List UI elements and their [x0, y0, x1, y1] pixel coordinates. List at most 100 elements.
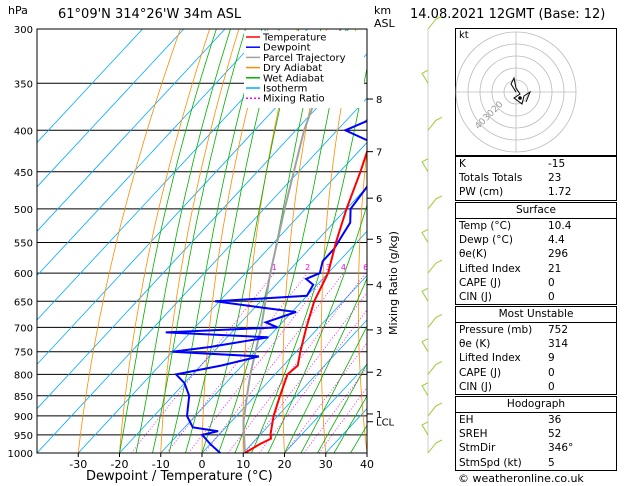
- mixing-ratio-line: [245, 292, 367, 453]
- pressure-tick-label: 550: [14, 238, 33, 249]
- hodograph-stat-value: 52: [548, 428, 562, 441]
- temperature-line: [244, 148, 367, 453]
- dry-adiabat-line: [619, 29, 629, 453]
- surface-key: Lifted Index: [459, 262, 521, 275]
- mixing-ratio-label: 1: [272, 263, 277, 272]
- pressure-tick-label: 950: [14, 431, 33, 442]
- wind-barb: [421, 382, 429, 397]
- most-unstable-row: θe (K) 314: [456, 337, 616, 351]
- surface-value: 0: [548, 276, 555, 289]
- wind-barb: [421, 69, 429, 84]
- wet-adiabat-line: [234, 29, 347, 453]
- isotherm-line: [37, 29, 185, 188]
- most-unstable-row: Pressure (mb) 752: [456, 323, 616, 337]
- wet-adiabat-line: [218, 29, 322, 453]
- wind-barb: [427, 116, 443, 131]
- hodograph-stat-key: StmSpd (kt): [459, 456, 522, 469]
- hodograph-stat-value: 5: [548, 456, 555, 469]
- mixing-ratio-line: [166, 272, 308, 453]
- hodograph-stat-row: SREH 52: [456, 427, 616, 441]
- wind-barb: [427, 259, 443, 274]
- surface-key: θe(K): [459, 248, 487, 261]
- wet-adiabat-line: [300, 325, 367, 453]
- isotherm-line: [37, 97, 367, 453]
- legend-label: Isotherm: [263, 84, 307, 95]
- wet-adiabat-line: [119, 29, 217, 453]
- wet-adiabat-line: [201, 29, 300, 453]
- hodograph-trace: [510, 76, 532, 105]
- isotherm-line: [201, 274, 367, 453]
- hodograph-stat-key: StmDir: [459, 442, 496, 455]
- pressure-tick-label: 800: [14, 370, 33, 381]
- most-unstable-row: CAPE (J) 0: [456, 366, 616, 380]
- wet-adiabat-line: [267, 203, 367, 453]
- surface-row: CAPE (J) 0: [456, 276, 616, 290]
- legend: Temperature Dewpoint Parcel Trajectory Dry …: [244, 31, 364, 109]
- copyright-credit: © weatheronline.co.uk: [458, 472, 584, 485]
- mixing-ratio-label: 15: [414, 263, 424, 272]
- dewpoint-line: [165, 118, 367, 453]
- km-tick-label: 7: [376, 148, 382, 159]
- wind-barb: [427, 360, 443, 375]
- dry-adiabat-line: [320, 29, 357, 453]
- mixing-ratio-line: [204, 272, 344, 453]
- index-value: 23: [548, 172, 562, 185]
- most-unstable-key: Pressure (mb): [459, 324, 533, 336]
- mixing-ratio-label: 6: [363, 263, 368, 272]
- hodograph-stats-title: Hodograph: [456, 397, 616, 413]
- mixing-ratio-line: [318, 386, 367, 453]
- wind-barb: [427, 313, 443, 328]
- surface-key: Temp (°C): [459, 220, 512, 232]
- most-unstable-value: 752: [548, 324, 569, 336]
- km-tick-label: LCL: [376, 418, 395, 429]
- wind-barb: [421, 229, 429, 243]
- surface-row: Dewp (°C) 4.4: [456, 233, 616, 247]
- hodograph-stat-value: 346°: [548, 442, 574, 455]
- km-axis-label: km: [374, 4, 392, 17]
- most-unstable-title: Most Unstable: [456, 307, 616, 323]
- isotherm-line: [284, 363, 367, 453]
- surface-row: Temp (°C) 10.4: [456, 219, 616, 233]
- dry-adiabat-line: [429, 29, 449, 453]
- index-key: PW (cm): [459, 186, 504, 199]
- dry-adiabat-line: [119, 29, 210, 453]
- hodograph-kt-label: kt: [459, 30, 469, 41]
- km-tick-label: 3: [376, 326, 382, 337]
- index-value: -15: [548, 158, 566, 170]
- pressure-tick-label: 850: [14, 392, 33, 403]
- temperature-tick-label: 30: [319, 458, 333, 471]
- temperature-tick-label: 10: [236, 458, 250, 471]
- pressure-tick-label: 650: [14, 297, 33, 308]
- km-tick-label: 6: [376, 194, 382, 205]
- surface-value: 21: [548, 262, 562, 275]
- most-unstable-row: CIN (J) 0: [456, 380, 616, 394]
- mixing-ratio-line: [303, 366, 367, 453]
- storm-motion-marker: [518, 96, 522, 100]
- wet-adiabat-line: [284, 277, 367, 453]
- surface-value: 10.4: [548, 220, 572, 232]
- dry-adiabat-line: [160, 29, 240, 453]
- most-unstable-row: Lifted Index 9: [456, 351, 616, 365]
- most-unstable-value: 9: [548, 352, 555, 365]
- wet-adiabat-line: [317, 362, 367, 453]
- wind-barb: [421, 338, 429, 352]
- most-unstable-value: 314: [548, 338, 569, 351]
- datetime-title: 14.08.2021 12GMT (Base: 12): [410, 7, 606, 22]
- wind-barb: [427, 195, 443, 210]
- index-row: PW (cm) 1.72: [456, 185, 616, 199]
- index-key: Totals Totals: [459, 172, 523, 185]
- wet-adiabat-line: [135, 29, 231, 453]
- index-row: K -15: [456, 157, 616, 171]
- wind-barb: [421, 287, 429, 302]
- isotherm-line: [37, 29, 143, 144]
- km-tick-label: 8: [376, 95, 382, 106]
- mixing-ratio-label: 2: [305, 263, 310, 272]
- isotherm-line: [160, 230, 367, 453]
- wet-adiabat-line: [168, 29, 263, 453]
- wind-barb: [427, 439, 443, 454]
- isotherm-line: [37, 29, 226, 232]
- pressure-tick-label: 700: [14, 323, 33, 334]
- mixing-ratio-label: 3: [326, 263, 331, 272]
